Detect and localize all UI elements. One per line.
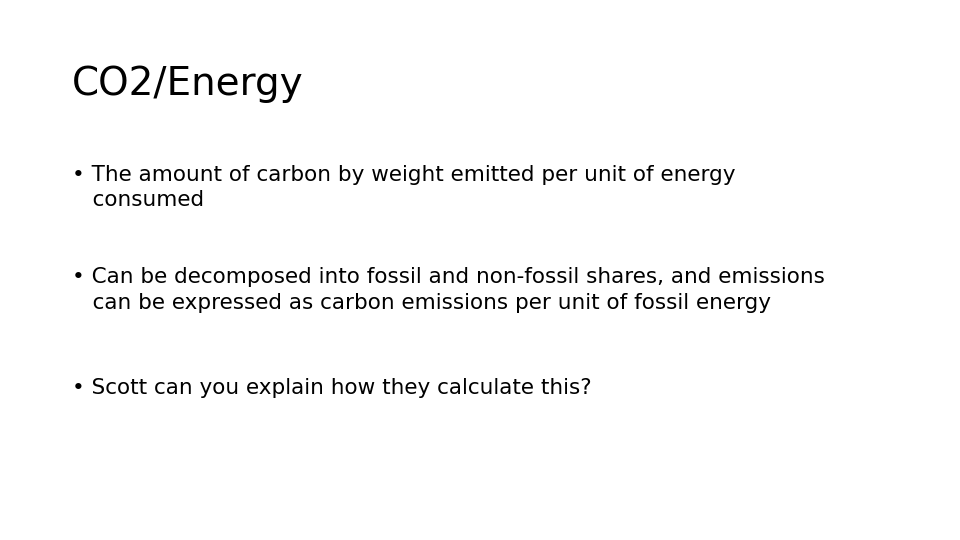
Text: CO2/Energy: CO2/Energy <box>72 65 303 103</box>
Text: • Can be decomposed into fossil and non-fossil shares, and emissions
   can be e: • Can be decomposed into fossil and non-… <box>72 267 825 313</box>
Text: • The amount of carbon by weight emitted per unit of energy
   consumed: • The amount of carbon by weight emitted… <box>72 165 735 210</box>
Text: • Scott can you explain how they calculate this?: • Scott can you explain how they calcula… <box>72 378 591 398</box>
